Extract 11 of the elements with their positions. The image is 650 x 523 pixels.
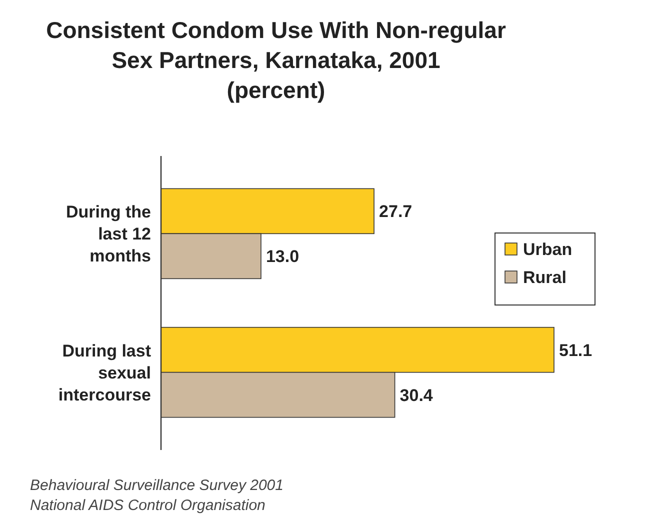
chart-title: Consistent Condom Use With Non-regular Sex Partners, Karnataka, 2001 (percent) (46, 17, 506, 103)
legend-label: Urban (523, 240, 572, 259)
data-label: 30.4 (400, 386, 434, 405)
text: Behavioural Surveillance Survey 2001 (30, 477, 284, 494)
text: National AIDS Control Organisation (30, 497, 266, 514)
data-label: 27.7 (379, 202, 412, 222)
data-label: 51.1 (559, 340, 592, 360)
y-tick-label: During last sexual intercourse (58, 341, 152, 404)
legend-label: Rural (523, 268, 566, 287)
data-label: 13.0 (266, 247, 300, 266)
y-tick-label: During the last 12 months (66, 202, 151, 266)
